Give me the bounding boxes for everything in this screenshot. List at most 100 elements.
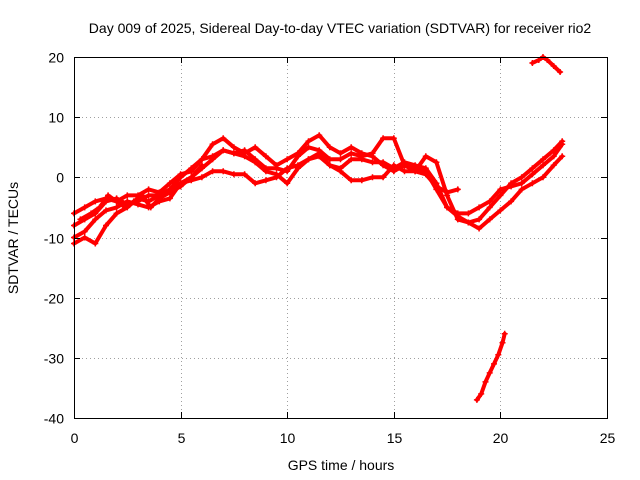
data-point [433, 180, 440, 187]
data-point [188, 174, 195, 181]
data-point [156, 195, 163, 202]
y-tick-label: 0 [56, 170, 64, 186]
data-point [273, 174, 280, 181]
data-point [252, 159, 259, 166]
y-tick-label: 10 [48, 110, 64, 126]
data-point [401, 159, 408, 166]
data-point [337, 150, 344, 157]
data-point [230, 171, 237, 178]
data-point [444, 204, 451, 211]
data-point [92, 240, 99, 247]
data-point [550, 147, 557, 154]
data-point [559, 153, 566, 160]
data-point [444, 192, 451, 199]
data-point [305, 144, 312, 151]
data-point [166, 189, 173, 196]
x-tick-label: 5 [178, 430, 186, 446]
data-point [412, 168, 419, 175]
data-point [529, 180, 536, 187]
data-point [88, 210, 95, 217]
data-point [122, 204, 129, 211]
data-point [482, 378, 489, 385]
data-point [465, 210, 472, 217]
x-tick-label: 0 [71, 430, 79, 446]
data-point [497, 207, 504, 214]
data-point [473, 396, 480, 403]
data-point [380, 135, 387, 142]
data-point [508, 198, 515, 205]
data-point [209, 168, 216, 175]
data-point [77, 216, 84, 223]
data-point [220, 135, 227, 142]
y-tick-label: 20 [48, 50, 64, 66]
data-point [145, 186, 152, 193]
data-point [518, 174, 525, 181]
data-point [476, 216, 483, 223]
data-point [139, 192, 146, 199]
data-point [124, 192, 131, 199]
data-point [326, 156, 333, 163]
data-point [529, 171, 536, 178]
data-point [497, 192, 504, 199]
data-point [145, 192, 152, 199]
data-point [348, 150, 355, 157]
data-point [369, 150, 376, 157]
data-point [380, 174, 387, 181]
data-point [390, 135, 397, 142]
data-point [81, 204, 88, 211]
data-point [209, 141, 216, 148]
x-tick-label: 10 [280, 430, 296, 446]
axis-ticks [74, 57, 608, 419]
data-point [497, 186, 504, 193]
data-point [177, 174, 184, 181]
data-point [550, 153, 557, 160]
series-track-5 [78, 163, 204, 222]
data-point [486, 198, 493, 205]
data-point [130, 198, 137, 205]
data-point [326, 162, 333, 169]
data-point [113, 204, 120, 211]
data-point [294, 162, 301, 169]
data-point [348, 144, 355, 151]
data-point [103, 222, 109, 229]
data-point [305, 138, 312, 145]
data-point [326, 144, 333, 151]
data-point [316, 132, 323, 139]
data-point [499, 339, 506, 346]
y-tick-label: -10 [44, 231, 64, 247]
grid-lines [74, 57, 607, 418]
data-point [550, 162, 557, 169]
x-tick-label: 20 [493, 430, 509, 446]
data-point [465, 219, 472, 226]
y-tick-label: -40 [44, 411, 64, 427]
data-point [369, 159, 376, 166]
y-tick-label: -30 [44, 351, 64, 367]
data-point [495, 351, 502, 358]
data-point [491, 360, 497, 367]
y-axis-label: SDTVAR / TECUs [5, 182, 21, 294]
data-point [486, 216, 493, 223]
data-point [380, 159, 387, 166]
data-point [305, 156, 312, 163]
data-point [486, 369, 493, 376]
data-point [198, 162, 205, 169]
data-point [135, 201, 141, 208]
data-point [422, 153, 429, 160]
data-point [252, 144, 259, 151]
tick-labels: 0 5 10 15 20 25 -40 -30 -20 -10 0 10 20 [44, 50, 616, 447]
data-point [230, 150, 237, 157]
data-point [198, 156, 205, 163]
data-point [540, 156, 546, 163]
data-series [71, 54, 566, 403]
data-point [209, 156, 216, 163]
data-point [401, 168, 408, 175]
data-point [241, 171, 248, 178]
data-point [337, 156, 344, 163]
data-point [177, 183, 184, 190]
data-point [529, 165, 536, 172]
data-point [433, 159, 440, 166]
data-point [422, 165, 429, 172]
data-point [476, 225, 483, 232]
data-point [103, 207, 109, 214]
